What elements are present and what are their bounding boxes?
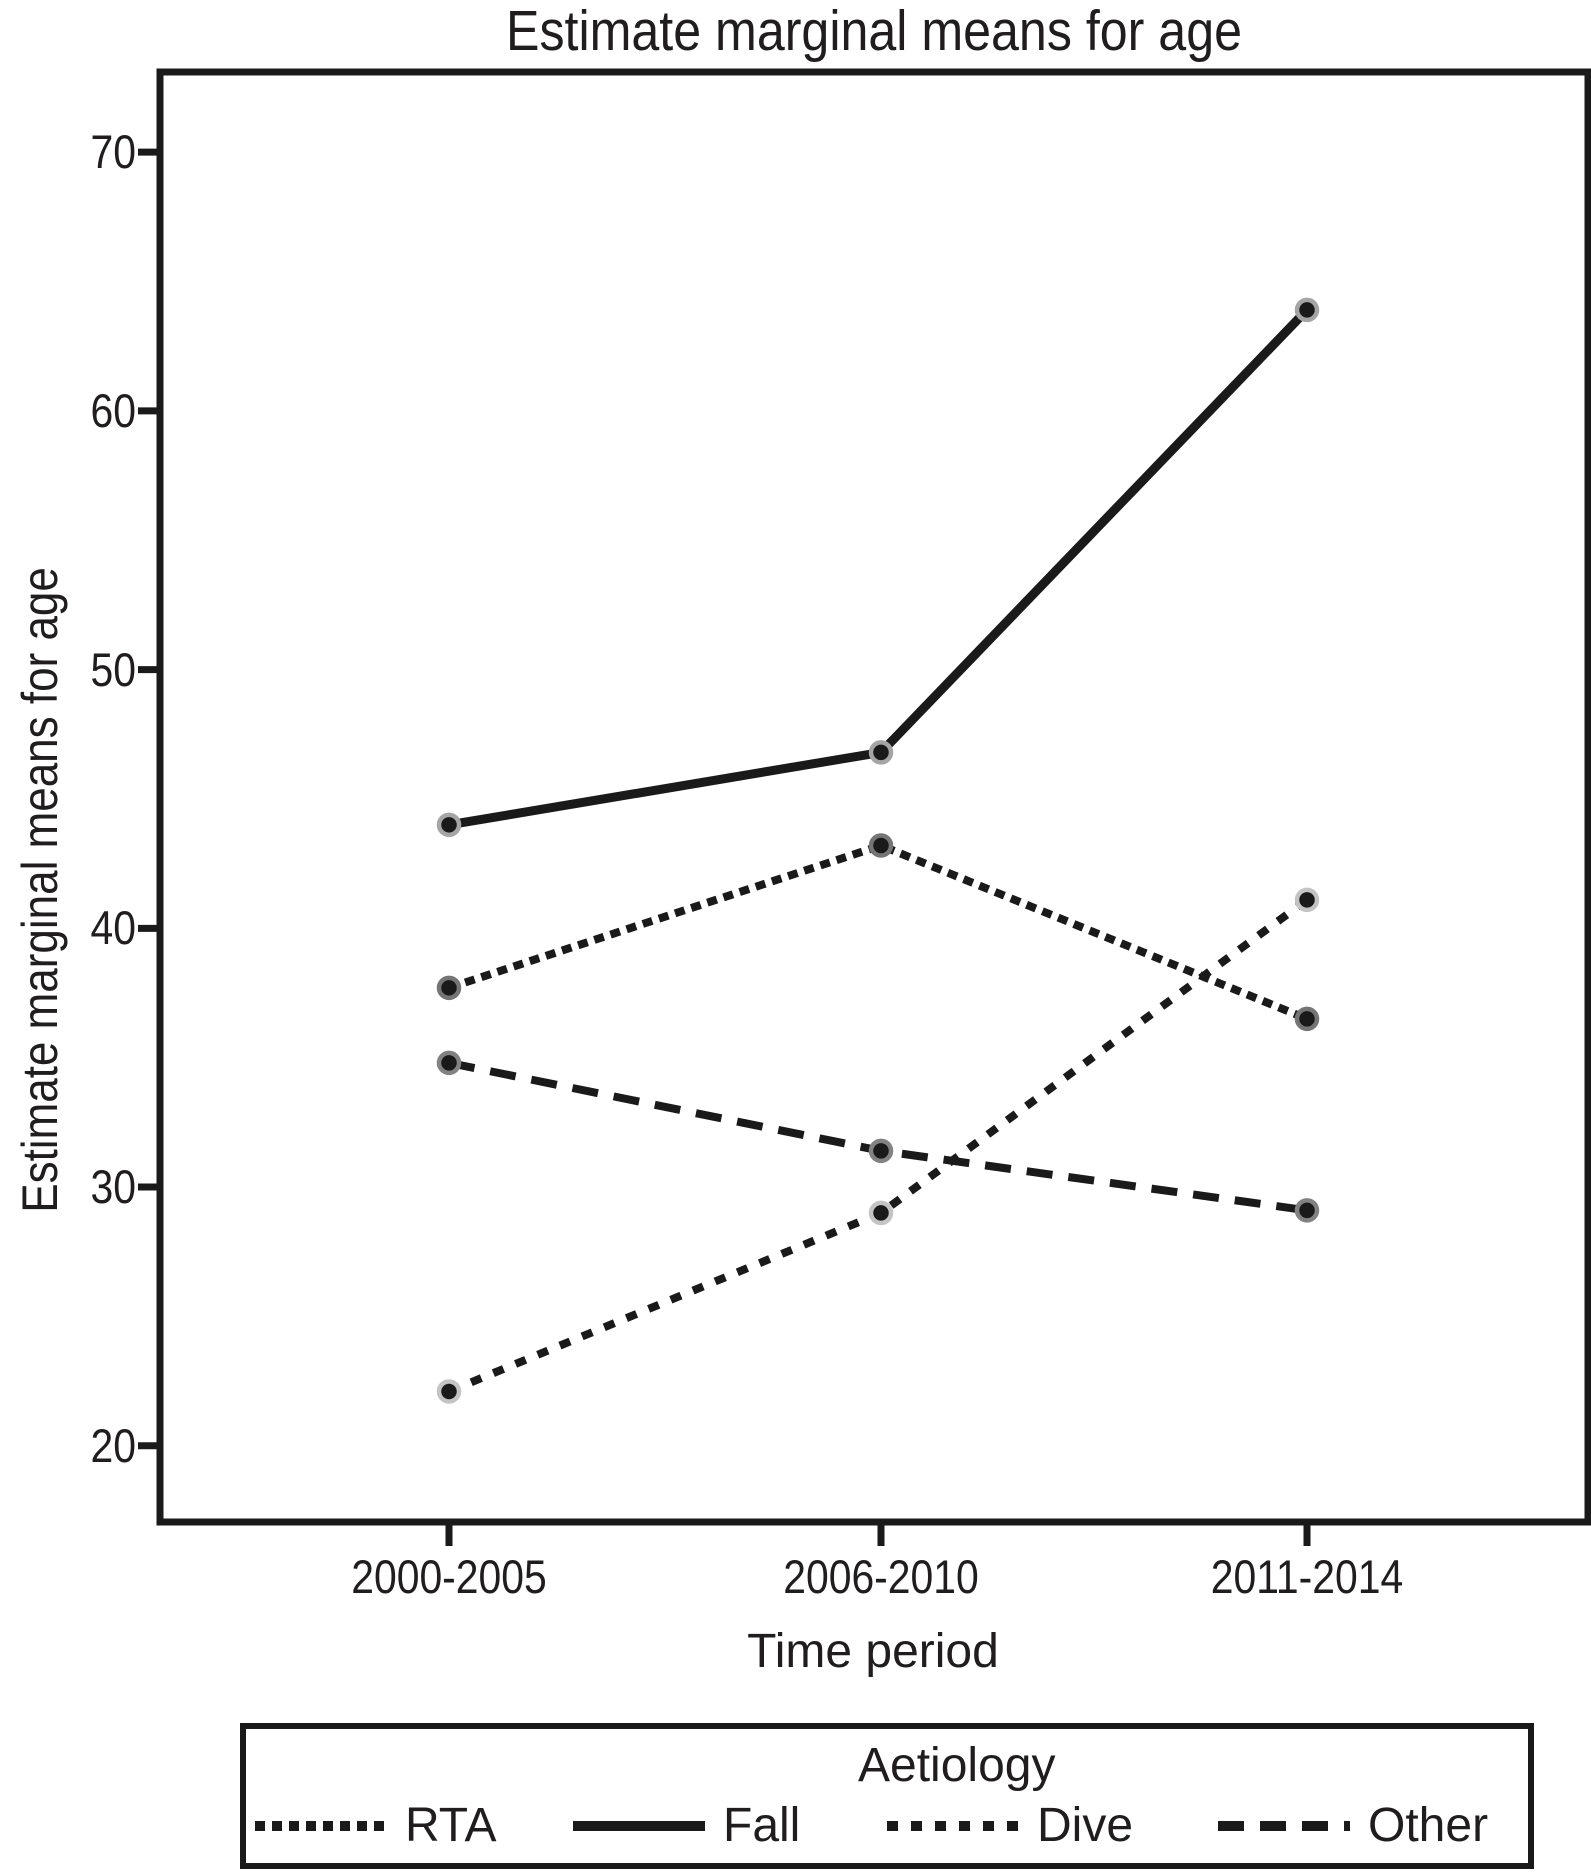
chart-title: Estimate marginal means for age — [505, 0, 1243, 63]
data-point-other-2011-2014 — [1294, 1198, 1320, 1223]
x-tick-label-2011-2014: 2011-2014 — [1210, 1550, 1404, 1603]
legend-label-rta: RTA — [405, 1799, 497, 1852]
y-tick-label-50: 50 — [90, 642, 136, 696]
y-tick-label-30: 30 — [90, 1160, 136, 1214]
y-tick-label-70: 70 — [90, 125, 136, 179]
legend-entry-rta: RTA — [255, 1796, 497, 1856]
data-point-other-2000-2005 — [436, 1050, 462, 1076]
x-axis-title: Time period — [747, 1625, 999, 1678]
legend-title: Aetiology — [858, 1739, 1056, 1792]
data-point-fall-2000-2005 — [436, 812, 462, 838]
data-point-dive-2011-2014 — [1294, 887, 1320, 913]
data-point-dive-2000-2005 — [436, 1379, 462, 1404]
plot-border — [156, 68, 1591, 1526]
x-tick-label-2000-2005: 2000-2005 — [351, 1550, 547, 1603]
data-point-rta-2006-2010 — [868, 833, 894, 858]
series-line-rta — [447, 841, 1309, 1023]
legend-label-other: Other — [1368, 1799, 1489, 1852]
data-point-other-2006-2010 — [868, 1138, 894, 1164]
legend-label-fall: Fall — [723, 1799, 801, 1852]
legend-line-sample-other — [1218, 1821, 1350, 1831]
series-line-dive — [447, 896, 1310, 1396]
legend-entry-dive: Dive — [887, 1796, 1133, 1856]
legend-entry-other: Other — [1218, 1796, 1488, 1856]
data-point-fall-2006-2010 — [868, 740, 894, 765]
legend-entry-fall: Fall — [573, 1796, 800, 1856]
legend-box — [240, 1723, 1534, 1869]
data-point-rta-2000-2005 — [436, 975, 462, 1001]
data-point-rta-2011-2014 — [1294, 1006, 1320, 1032]
plot-area — [138, 68, 1591, 1546]
data-point-dive-2006-2010 — [868, 1200, 894, 1226]
legend-line-sample-rta — [255, 1821, 387, 1831]
legend-line-sample-fall — [573, 1821, 705, 1831]
x-tick-label-2006-2010: 2006-2010 — [783, 1550, 979, 1603]
series-line-other — [448, 1058, 1308, 1215]
y-tick-label-20: 20 — [90, 1418, 136, 1472]
y-tick-label-60: 60 — [90, 383, 136, 437]
y-tick-label-40: 40 — [90, 901, 136, 955]
legend-line-sample-dive — [887, 1821, 1019, 1831]
data-point-fall-2011-2014 — [1294, 297, 1320, 323]
legend-label-dive: Dive — [1037, 1799, 1134, 1852]
